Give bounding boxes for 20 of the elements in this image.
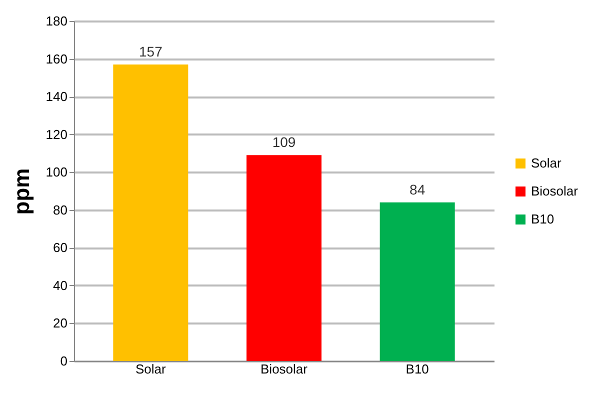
x-tick-label: Biosolar	[260, 362, 308, 376]
x-tick-label: Solar	[135, 362, 167, 376]
y-axis-title: ppm	[8, 168, 34, 215]
y-tick-label: 120	[46, 126, 68, 142]
y-tick-label: 40	[53, 278, 68, 293]
legend-label: B10	[531, 212, 554, 226]
y-tick-label: 140	[46, 89, 68, 104]
legend-label: Biosolar	[531, 184, 579, 198]
y-tick-label: 100	[46, 164, 68, 180]
y-tick-label: 0	[60, 354, 68, 368]
legend-label: Solar	[531, 156, 562, 170]
y-tick-label: 180	[46, 14, 68, 28]
y-tick-label: 60	[53, 240, 68, 256]
data-label: 109	[272, 134, 296, 150]
data-label: 157	[138, 43, 163, 60]
y-tick-label: 20	[53, 316, 68, 331]
x-tick-label: B10	[406, 362, 429, 376]
y-tick-label: 160	[46, 51, 68, 66]
data-label: 84	[410, 181, 426, 198]
y-tick-label: 80	[53, 202, 68, 218]
